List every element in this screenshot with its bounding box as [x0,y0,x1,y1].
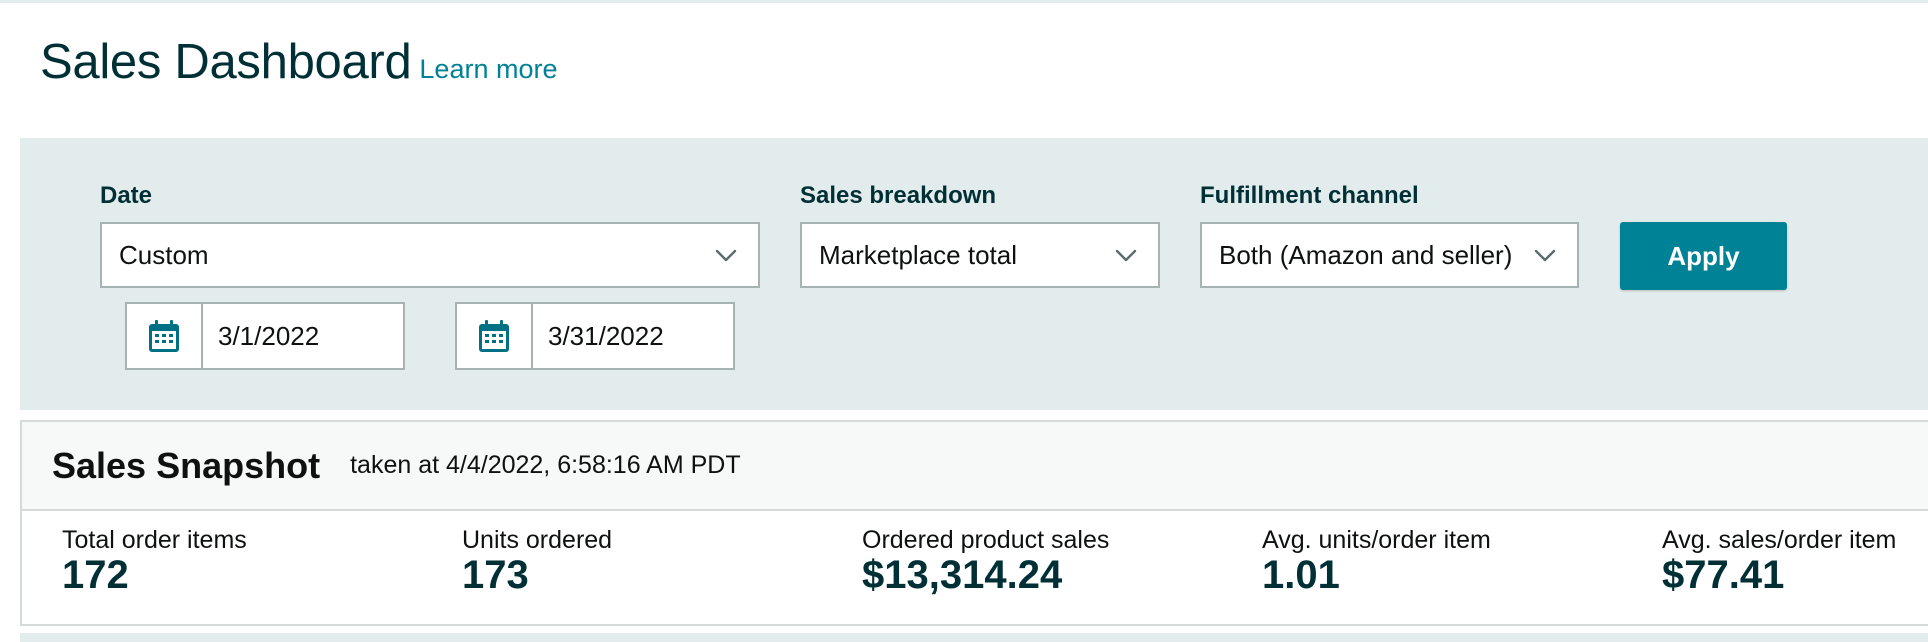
sales-breakdown-value: Marketplace total [819,239,1017,270]
metric-ordered-product-sales: Ordered product sales $13,314.24 [862,526,1109,598]
start-date-value: 3/1/2022 [218,320,320,351]
chevron-down-icon [706,240,746,270]
apply-button[interactable]: Apply [1620,222,1787,290]
sales-breakdown-label: Sales breakdown [800,182,997,209]
metric-total-order-items: Total order items 172 [62,526,247,598]
sales-snapshot-panel: Sales Snapshot taken at 4/4/2022, 6:58:1… [20,420,1928,626]
chevron-down-icon [1106,240,1146,270]
top-divider [0,0,1928,3]
sales-snapshot-title: Sales Snapshot [52,444,321,486]
metric-value: 173 [462,553,529,597]
sales-snapshot-timestamp: taken at 4/4/2022, 6:58:16 AM PDT [350,451,741,479]
metric-value: $77.41 [1662,553,1785,597]
metric-label: Total order items [62,526,247,554]
next-section-edge [20,633,1928,642]
metric-avg-units-per-order-item: Avg. units/order item 1.01 [1262,526,1491,598]
end-date-value: 3/31/2022 [548,320,664,351]
fulfillment-channel-select[interactable]: Both (Amazon and seller) [1200,222,1579,288]
learn-more-link[interactable]: Learn more [419,54,558,84]
metric-label: Avg. units/order item [1262,526,1491,554]
metric-value: 1.01 [1262,553,1340,597]
end-date-field[interactable]: 3/31/2022 [455,302,735,370]
date-range-select[interactable]: Custom [100,222,760,288]
sales-breakdown-select[interactable]: Marketplace total [800,222,1160,288]
fulfillment-channel-label: Fulfillment channel [1200,182,1419,209]
calendar-icon[interactable] [457,304,533,368]
filter-panel: Date Custom 3/1/2022 [20,138,1928,410]
metric-label: Avg. sales/order item [1662,526,1897,554]
metric-label: Units ordered [462,526,613,554]
metric-units-ordered: Units ordered 173 [462,526,612,598]
fulfillment-channel-value: Both (Amazon and seller) [1219,239,1513,270]
page-title: Sales Dashboard [40,35,412,89]
date-label: Date [100,182,153,209]
metric-value: $13,314.24 [862,553,1063,597]
metric-value: 172 [62,553,129,597]
sales-snapshot-header: Sales Snapshot taken at 4/4/2022, 6:58:1… [22,422,1928,511]
metric-avg-sales-per-order-item: Avg. sales/order item $77.41 [1662,526,1896,598]
chevron-down-icon [1525,240,1565,270]
start-date-field[interactable]: 3/1/2022 [125,302,405,370]
date-range-value: Custom [119,239,209,270]
calendar-icon[interactable] [127,304,203,368]
page-header: Sales Dashboard Learn more [40,34,557,90]
metric-label: Ordered product sales [862,526,1110,554]
